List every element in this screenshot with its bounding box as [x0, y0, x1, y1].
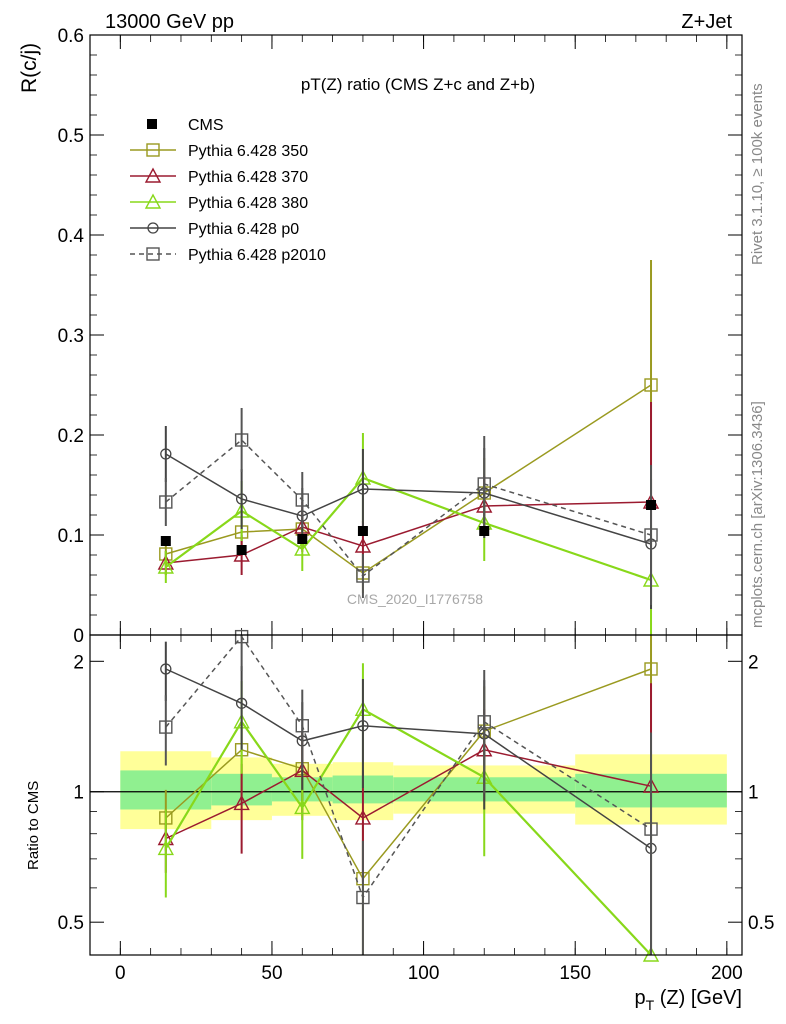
ratio-panel-frame — [89, 634, 743, 956]
main-series-4-point-3 — [356, 569, 370, 583]
cms-data-point-3 — [357, 526, 368, 536]
legend-label-1: Pythia 6.428 370 — [188, 169, 308, 186]
ratio-series-4-point-4 — [477, 715, 491, 729]
main-series-0-line — [165, 384, 652, 574]
main-series-4-point-0 — [159, 495, 173, 509]
main-series-3-line — [165, 453, 652, 545]
main-series-3-point-1 — [235, 493, 248, 505]
ratio-series-4-point-3 — [356, 890, 370, 905]
legend-marker-4 — [146, 247, 160, 261]
legend-marker-1 — [144, 167, 162, 183]
cms-data-point-5 — [646, 500, 657, 510]
ratio-series-4-point-5 — [644, 822, 658, 836]
main-series-2-line — [165, 476, 652, 582]
ratio-uncertainty-bands — [90, 751, 742, 830]
ratio-series-2-line — [164, 707, 652, 956]
main-series-4-line — [165, 438, 652, 578]
cms-data-point-0 — [160, 536, 171, 546]
axes-layer: 0 0.1 0.2 0.3 0.4 0.5 0.6 0 50 100 150 200 0.5 1 2 0.5 1… — [58, 26, 775, 984]
ratio-series-2-point-0 — [157, 839, 174, 856]
main-series-layer — [157, 260, 660, 635]
main-title: pT(Z) ratio (CMS Z+c and Z+b) — [301, 75, 535, 94]
cms-data-point-4 — [479, 526, 490, 536]
main-series-3-point-3 — [357, 483, 369, 495]
rivet-label: Rivet 3.1.10, ≥ 100k events — [749, 83, 766, 265]
xtick-label-1: 50 — [261, 963, 282, 984]
main-ytick-label-3: 0.3 — [58, 326, 84, 347]
main-series-0-point-5 — [644, 378, 658, 392]
legend-label-4: Pythia 6.428 p2010 — [188, 247, 326, 264]
legend-label-2: Pythia 6.428 380 — [188, 195, 308, 212]
xtick-label-4: 200 — [711, 963, 743, 984]
ratio-ylabel: Ratio to CMS — [25, 781, 42, 870]
ratio-ytick-label-left-0: 0.5 — [58, 913, 84, 934]
main-series-3-point-0 — [160, 448, 172, 460]
main-ylabel: R(c/j) — [18, 43, 41, 93]
legend-label-3: Pythia 6.428 p0 — [188, 221, 299, 238]
ratio-series-4-point-0 — [159, 720, 173, 734]
main-series-4-point-1 — [234, 433, 249, 447]
watermark: CMS_2020_I1776758 — [347, 591, 483, 607]
legend-marker-3 — [147, 222, 159, 234]
ratio-series-4-line — [165, 635, 652, 900]
xtick-label-0: 0 — [115, 963, 126, 984]
header-left-title: 13000 GeV pp — [105, 11, 234, 33]
ratio-series-3-point-3 — [357, 720, 369, 732]
legend-marker-0 — [146, 143, 160, 157]
main-series-1-line — [165, 501, 652, 564]
ratio-ytick-label-left-2: 2 — [73, 652, 84, 673]
ratio-ytick-label-right-2: 2 — [748, 652, 759, 673]
ratio-series-3-point-1 — [235, 697, 248, 709]
main-ytick-label-1: 0.1 — [58, 526, 84, 547]
legend: CMS Pythia 6.428 350 Pythia 6.428 370 Pythi… — [130, 117, 326, 264]
cms-data-point-2 — [297, 534, 308, 544]
main-series-2-point-0 — [157, 558, 174, 574]
xtick-label-2: 100 — [408, 963, 440, 984]
main-series-1-point-3 — [354, 537, 372, 553]
main-series-2-point-2 — [294, 540, 311, 556]
main-ytick-label-5: 0.5 — [58, 126, 84, 147]
x-axis-label: pT (Z) [GeV] — [635, 987, 742, 1013]
ratio-series-0-point-5 — [644, 662, 658, 676]
main-series-4-point-4 — [477, 477, 491, 491]
ratio-ytick-label-right-0: 0.5 — [748, 913, 774, 934]
legend-label-0: Pythia 6.428 350 — [188, 143, 308, 160]
ratio-series-layer — [157, 629, 660, 962]
main-series-4-point-5 — [644, 528, 658, 542]
legend-label-cms: CMS — [188, 117, 224, 134]
ratio-series-4-point-2 — [295, 719, 309, 733]
legend-marker-cms — [147, 119, 157, 129]
main-ytick-label-6: 0.6 — [58, 26, 84, 47]
ratio-series-4-point-1 — [234, 629, 249, 644]
panel-frames — [89, 34, 743, 956]
main-ytick-label-0: 0 — [73, 626, 84, 647]
ratio-series-3-line — [165, 668, 652, 850]
ratio-series-3-point-0 — [160, 663, 172, 675]
ratio-ytick-label-right-1: 1 — [748, 783, 759, 804]
ratio-ytick-label-left-1: 1 — [73, 783, 84, 804]
main-series-4-point-2 — [295, 493, 309, 507]
cms-data-point-1 — [236, 545, 247, 555]
main-ytick-label-2: 0.2 — [58, 426, 84, 447]
ratio-series-1-point-1 — [233, 794, 250, 811]
ratio-series-2-point-2 — [294, 798, 311, 815]
mcplots-label: mcplots.cern.ch [arXiv:1306.3436] — [749, 401, 766, 628]
legend-marker-2 — [144, 193, 162, 209]
main-ytick-label-4: 0.4 — [58, 226, 85, 247]
ratio-series-1-point-3 — [354, 809, 372, 825]
xtick-label-3: 150 — [559, 963, 591, 984]
ratio-series-0-line — [165, 668, 652, 881]
header-right-title: Z+Jet — [681, 11, 732, 33]
ratio-series-1-line — [165, 749, 652, 840]
